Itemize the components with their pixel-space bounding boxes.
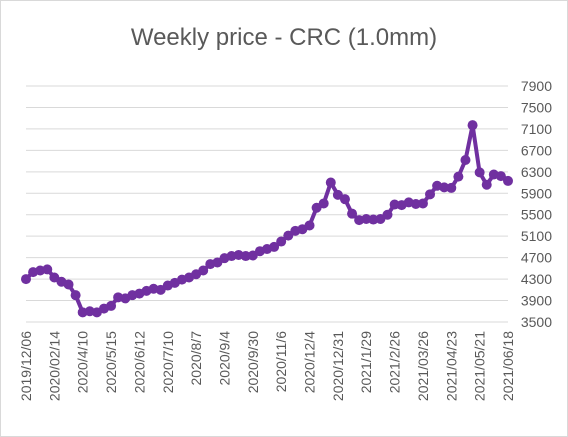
- chart-title: Weekly price - CRC (1.0mm): [131, 24, 437, 51]
- data-point: [503, 175, 513, 186]
- x-tick-label: 2021/06/18: [500, 331, 516, 401]
- data-point: [417, 198, 428, 209]
- data-point: [325, 177, 336, 188]
- y-tick-label: 6300: [521, 164, 552, 180]
- gridlines: [26, 85, 508, 323]
- data-point: [63, 279, 74, 290]
- data-point: [276, 236, 287, 247]
- x-tick-label: 2020/6/12: [131, 331, 147, 393]
- x-tick-label: 2021/05/21: [472, 331, 488, 401]
- series-line: [24, 123, 510, 315]
- x-tick-label: 2020/12/4: [302, 331, 318, 393]
- data-point: [474, 167, 485, 178]
- y-tick-label: 6700: [521, 142, 552, 158]
- data-point: [269, 241, 280, 252]
- y-tick-label: 4700: [521, 250, 552, 266]
- data-point: [460, 155, 471, 166]
- y-tick-label: 4300: [521, 271, 552, 287]
- data-point: [70, 290, 81, 301]
- data-point: [467, 120, 478, 131]
- y-tick-label: 7100: [521, 121, 552, 137]
- data-point: [339, 194, 350, 205]
- x-tick-label: 2020/4/10: [75, 331, 91, 393]
- data-point: [318, 198, 329, 209]
- data-point: [382, 209, 393, 220]
- x-tick-label: 2020/11/6: [273, 331, 289, 392]
- data-point: [304, 220, 315, 231]
- data-point: [425, 189, 436, 200]
- data-point: [21, 274, 31, 285]
- y-axis-ticks: 3500 3900 4300 4700 5100 5500 5900 6300 6700 7100…: [521, 78, 552, 330]
- x-tick-label: 2021/1/29: [358, 331, 374, 393]
- x-tick-label: 2021/04/23: [443, 331, 459, 401]
- series-points: [21, 120, 513, 318]
- data-point: [453, 171, 464, 182]
- x-tick-label: 2020/5/15: [103, 331, 119, 393]
- x-tick-label: 2020/12/31: [330, 331, 346, 401]
- data-point: [106, 300, 117, 311]
- x-tick-label: 2020/9/30: [245, 331, 261, 393]
- y-tick-label: 3900: [521, 293, 552, 309]
- data-point: [283, 230, 294, 241]
- x-tick-label: 2020/02/14: [46, 331, 62, 401]
- x-tick-label: 2020/9/4: [216, 331, 232, 386]
- y-tick-label: 3500: [521, 314, 552, 330]
- y-tick-label: 5500: [521, 207, 552, 223]
- data-point: [42, 264, 53, 275]
- data-point: [481, 179, 492, 190]
- x-tick-label: 2020/8/7: [188, 331, 204, 386]
- data-point: [198, 265, 209, 276]
- y-tick-label: 7900: [521, 78, 552, 94]
- data-point: [347, 208, 358, 219]
- x-tick-label: 2021/03/26: [415, 331, 431, 401]
- data-point: [495, 171, 506, 182]
- y-tick-label: 5100: [521, 228, 552, 244]
- x-tick-label: 2019/12/06: [18, 331, 34, 401]
- y-tick-label: 5900: [521, 185, 552, 201]
- data-point: [446, 182, 457, 193]
- price-line: [24, 123, 510, 315]
- x-axis-ticks: 2019/12/06 2020/02/14 2020/4/10 2020/5/15 20…: [18, 331, 516, 401]
- x-tick-label: 2021/2/26: [387, 331, 403, 393]
- x-tick-label: 2020/7/10: [160, 331, 176, 393]
- y-tick-label: 7500: [521, 99, 552, 115]
